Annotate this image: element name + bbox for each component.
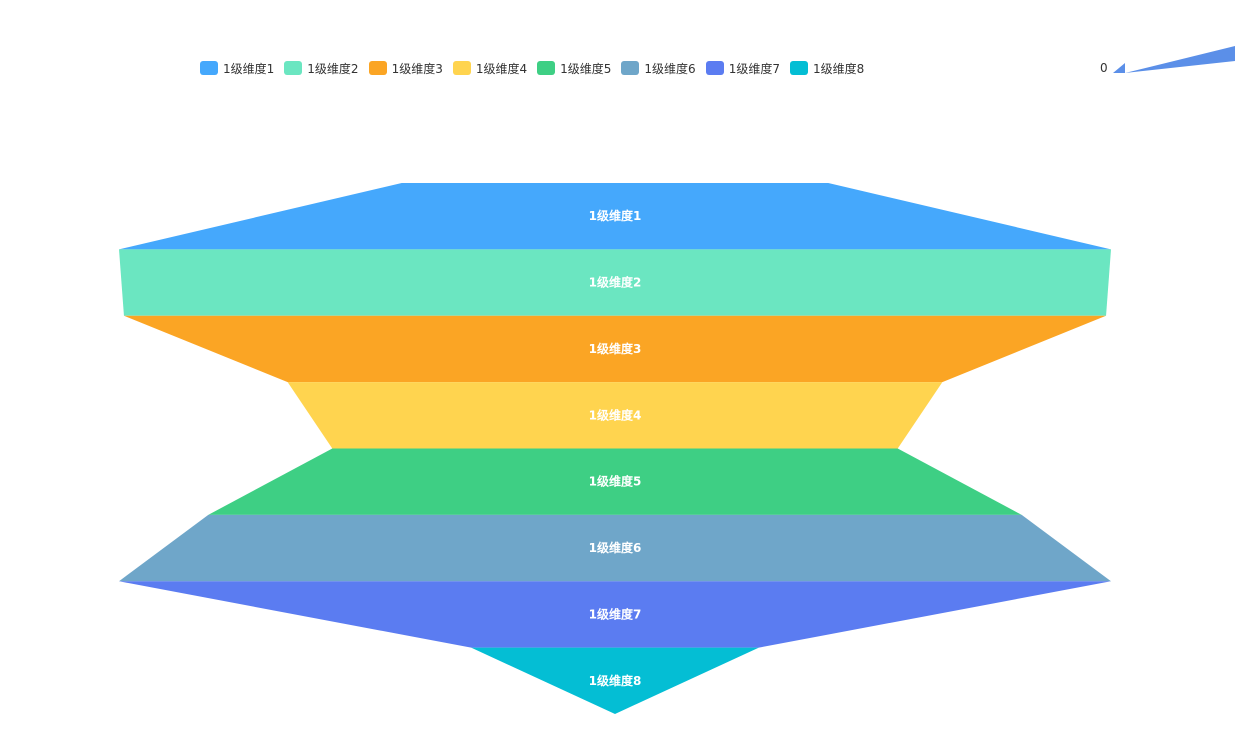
funnel-label-1: 1级维度1 bbox=[589, 208, 642, 223]
legend-label: 1级维度4 bbox=[475, 61, 528, 76]
funnel-label-7: 1级维度7 bbox=[589, 606, 642, 621]
legend-swatch bbox=[452, 61, 471, 75]
legend-item-4[interactable]: 1级维度4 bbox=[452, 60, 528, 77]
legend-item-8[interactable]: 1级维度8 bbox=[789, 60, 865, 77]
funnel-segment-6[interactable] bbox=[119, 514, 1111, 582]
visual-map-bar[interactable] bbox=[1100, 44, 1235, 74]
legend-item-3[interactable]: 1级维度3 bbox=[368, 60, 443, 77]
legend-item-7[interactable]: 1级维度7 bbox=[705, 60, 780, 77]
legend-item-6[interactable]: 1级维度6 bbox=[621, 60, 696, 77]
legend-label: 1级维度5 bbox=[560, 61, 612, 76]
legend-label: 1级维度6 bbox=[644, 61, 696, 76]
funnel-segment-3[interactable] bbox=[123, 315, 1107, 383]
legend-item-2[interactable]: 1级维度2 bbox=[284, 60, 359, 77]
legend-swatch bbox=[284, 61, 303, 75]
legend-swatch bbox=[789, 61, 808, 75]
funnel-segment-4[interactable] bbox=[287, 382, 943, 449]
legend-label: 1级维度1 bbox=[223, 61, 275, 76]
legend-swatch bbox=[705, 61, 724, 75]
visual-map-min-label: 0 bbox=[1100, 61, 1108, 75]
legend-label: 1级维度8 bbox=[812, 61, 865, 76]
funnel-label-8: 1级维度8 bbox=[589, 673, 642, 688]
legend-label: 1级维度2 bbox=[307, 61, 359, 76]
legend-item-1[interactable]: 1级维度1 bbox=[200, 60, 274, 77]
funnel-label-4: 1级维度4 bbox=[589, 407, 642, 422]
funnel-segment-7[interactable] bbox=[119, 581, 1111, 648]
funnel-label-5: 1级维度5 bbox=[589, 474, 642, 489]
funnel-label-6: 1级维度6 bbox=[589, 540, 642, 555]
legend-swatch bbox=[368, 61, 387, 75]
funnel-segment-8[interactable] bbox=[471, 647, 759, 714]
legend-swatch bbox=[537, 61, 556, 75]
funnel-label-3: 1级维度3 bbox=[589, 341, 642, 356]
funnel-segment-5[interactable] bbox=[208, 448, 1022, 515]
visual-map[interactable]: 0 bbox=[1100, 44, 1235, 75]
legend-swatch bbox=[621, 61, 640, 75]
funnel-segment-1[interactable] bbox=[119, 183, 1111, 250]
funnel-label-2: 1级维度2 bbox=[589, 275, 642, 290]
legend-label: 1级维度3 bbox=[391, 61, 443, 76]
legend-swatch bbox=[200, 61, 218, 75]
legend-label: 1级维度7 bbox=[728, 61, 780, 76]
funnel-segment-2[interactable] bbox=[119, 249, 1111, 316]
legend: 1级维度1 1级维度2 1级维度3 1级维度4 1级维度5 1级维度6 1级维度7 1级维度8 bbox=[200, 60, 874, 76]
legend-item-5[interactable]: 1级维度5 bbox=[537, 60, 611, 77]
